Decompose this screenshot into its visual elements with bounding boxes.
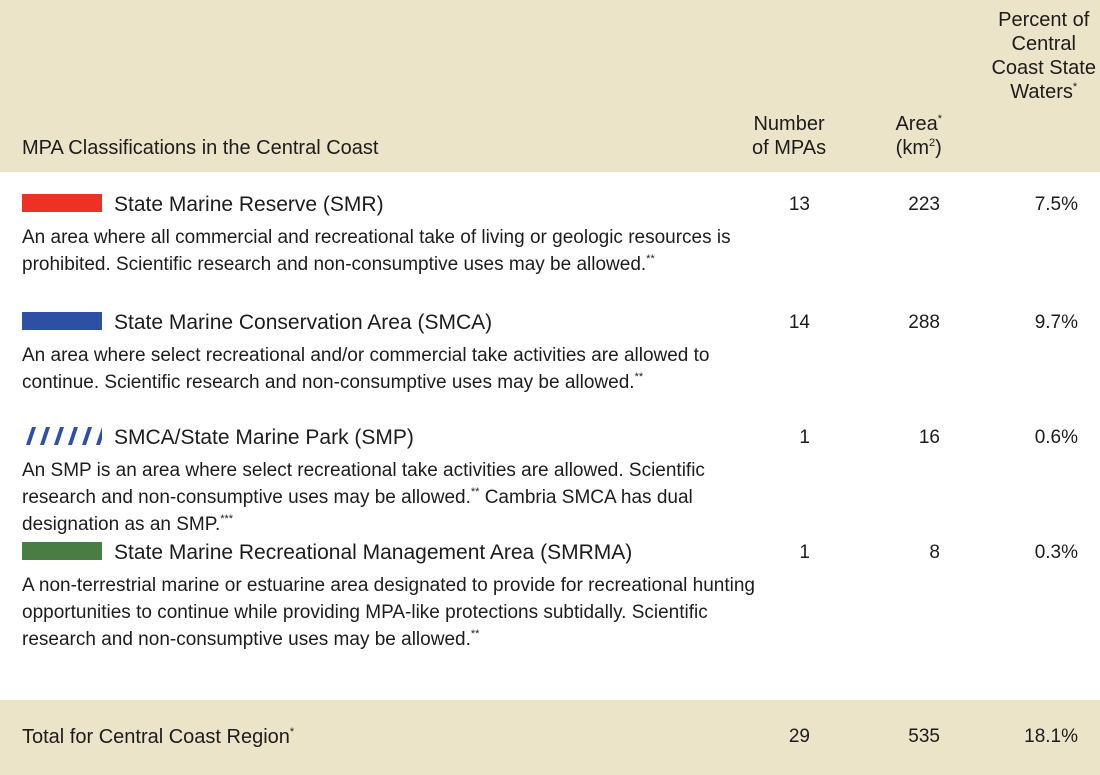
total-label: Total for Central Coast Region* [22,724,294,750]
text: Number [753,113,825,135]
superscript: 2 [929,137,936,149]
text: Total for Central Coast Region [22,726,290,748]
percent: 7.5% [1034,194,1078,215]
total-count: 29 [788,726,810,747]
header-band [0,0,1100,172]
description: An area where select recreational and/or… [22,342,782,396]
area: 288 [908,312,940,333]
text: An area where select recreational and/or… [22,345,710,393]
text: Coast State [991,57,1096,79]
percent: 0.3% [1034,542,1078,563]
mpa-count: 1 [799,542,810,563]
text: A non-terrestrial marine or estuarine ar… [22,575,755,650]
superscript: ** [646,253,655,265]
text: Cambria SMCA has dual designation as an … [22,487,693,535]
mpa-count: 13 [788,194,810,215]
column-header: Percent of Central Coast State Waters* [991,8,1096,104]
text: of MPAs [752,137,827,159]
classification-name: State Marine Conservation Area (SMCA) [22,310,492,336]
description: A non-terrestrial marine or estuarine ar… [22,572,782,653]
color-swatch [22,427,102,445]
superscript: *** [220,513,234,525]
area: 223 [908,194,940,215]
superscript: ** [634,371,644,383]
name-text: SMCA/State Marine Park (SMP) [114,426,414,449]
superscript: * [289,726,295,738]
name-text: State Marine Recreational Management Are… [114,541,633,564]
classification-name: SMCA/State Marine Park (SMP) [22,425,414,451]
classification-name: State Marine Reserve (SMR) [22,192,384,218]
total-area: 535 [908,726,940,747]
superscript: ** [470,628,480,640]
column-header: Number of MPAs [752,112,826,160]
text: (km [895,137,929,159]
text: MPA Classifications in the Central Coast [22,137,379,159]
color-swatch [22,194,102,212]
total-percent: 18.1% [1024,726,1078,747]
area: 8 [929,542,940,563]
name-text: State Marine Conservation Area (SMCA) [114,311,493,334]
percent: 0.6% [1034,427,1078,448]
area: 16 [918,427,940,448]
superscript: ** [470,486,480,498]
description: An SMP is an area where select recreatio… [22,457,782,538]
percent: 9.7% [1034,312,1078,333]
column-header: MPA Classifications in the Central Coast [22,136,378,160]
superscript: * [1072,81,1078,93]
text: Area [895,113,938,135]
mpa-count: 1 [799,427,810,448]
text: Percent of [998,9,1090,31]
color-swatch [22,542,102,560]
text: Waters [1010,81,1073,103]
column-header: Area* (km2) [895,112,942,160]
name-text: State Marine Reserve (SMR) [114,193,384,216]
mpa-count: 14 [788,312,810,333]
total-band [0,700,1100,775]
text: An SMP is an area where select recreatio… [22,460,705,508]
text: Central [1011,33,1076,55]
superscript: * [937,113,942,125]
text: ) [935,137,942,159]
text: An area where all commercial and recreat… [22,227,731,275]
classification-name: State Marine Recreational Management Are… [22,540,632,566]
description: An area where all commercial and recreat… [22,224,782,278]
color-swatch [22,312,102,330]
